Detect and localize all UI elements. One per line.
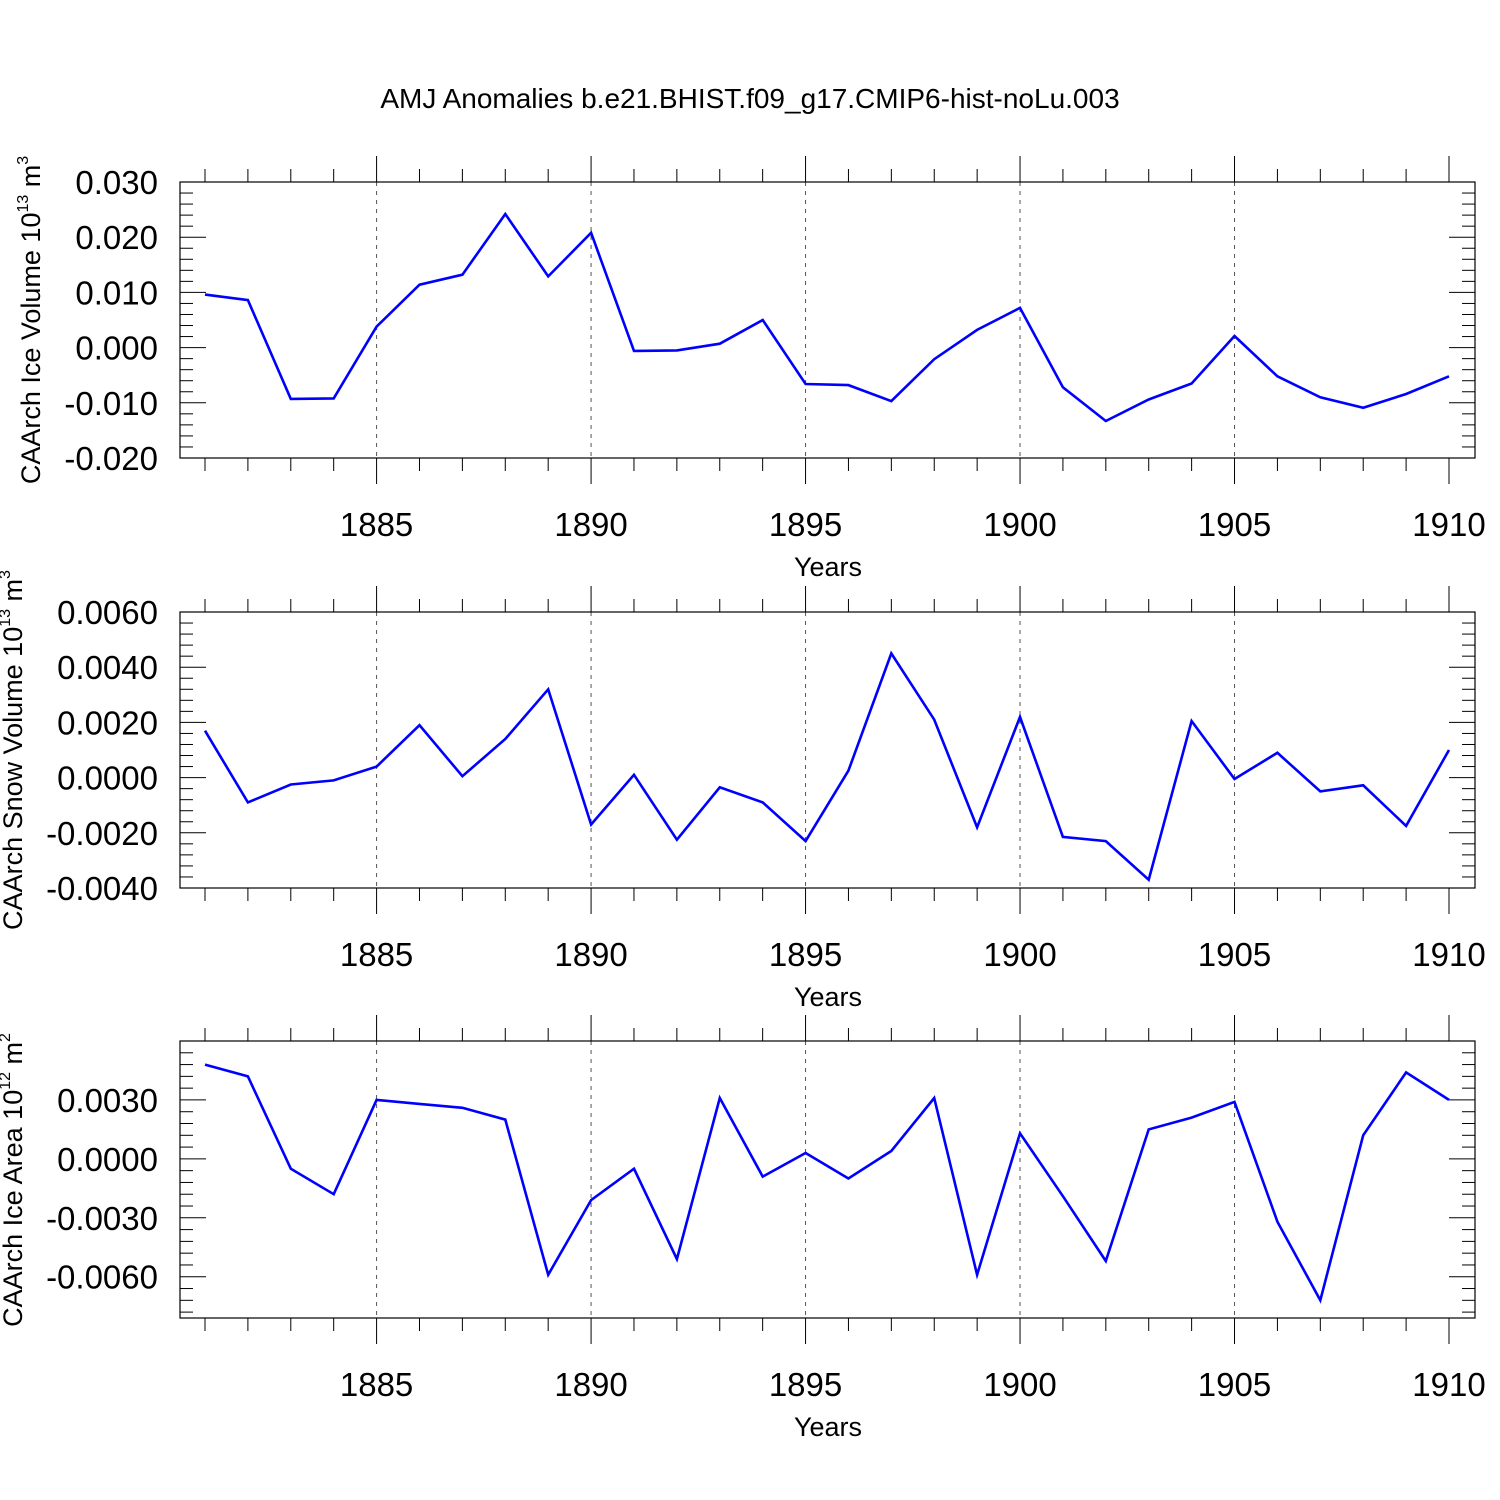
y-tick-label: 0.0040 xyxy=(57,649,158,686)
x-tick-label: 1905 xyxy=(1198,506,1271,543)
x-tick-label: 1900 xyxy=(983,936,1056,973)
x-tick-label: 1905 xyxy=(1198,1366,1271,1403)
y-tick-label: 0.0030 xyxy=(57,1082,158,1119)
y-tick-label: -0.020 xyxy=(64,440,158,477)
x-tick-label: 1900 xyxy=(983,506,1056,543)
panel-1: -0.020 -0.010 0.000 0.010 0.020 0.030 1885 1890… xyxy=(15,156,1486,582)
series-line xyxy=(204,211,1450,423)
series-line xyxy=(203,650,1451,883)
plot-frame xyxy=(179,181,1476,459)
chart-title: AMJ Anomalies b.e21.BHIST.f09_g17.CMIP6-… xyxy=(380,83,1119,114)
x-tick-label: 1895 xyxy=(769,936,842,973)
y-tick-label: -0.0020 xyxy=(46,815,158,852)
y-tick-label: 0.000 xyxy=(75,330,158,367)
x-tick-label: 1905 xyxy=(1198,936,1271,973)
y-tick-label: -0.0030 xyxy=(46,1200,158,1237)
y-tick-label: -0.0040 xyxy=(46,870,158,907)
x-tick-label: 1895 xyxy=(769,506,842,543)
x-axis-label: Years xyxy=(794,982,862,1012)
y-axis-label: CAArch Snow Volume 1013 m3 xyxy=(0,570,28,930)
x-tick-label: 1900 xyxy=(983,1366,1056,1403)
x-tick-label: 1885 xyxy=(340,936,413,973)
x-tick-label: 1885 xyxy=(340,506,413,543)
series-line xyxy=(204,1063,1450,1304)
x-tick-label: 1910 xyxy=(1412,1366,1485,1403)
x-tick-label: 1910 xyxy=(1412,506,1485,543)
y-tick-label: -0.010 xyxy=(64,385,158,422)
y-axis-label: CAArch Ice Volume 1013 m3 xyxy=(15,156,46,484)
y-tick-label: 0.0000 xyxy=(57,760,158,797)
x-tick-label: 1890 xyxy=(554,936,627,973)
y-tick-label: 0.0000 xyxy=(57,1141,158,1178)
y-tick-label: 0.030 xyxy=(75,164,158,201)
y-tick-label: 0.010 xyxy=(75,274,158,311)
y-axis-label: CAArch Ice Area 1012 m2 xyxy=(0,1033,28,1327)
x-axis-label: Years xyxy=(794,552,862,582)
y-tick-label: -0.0060 xyxy=(46,1259,158,1296)
x-tick-label: 1890 xyxy=(554,1366,627,1403)
x-tick-label: 1895 xyxy=(769,1366,842,1403)
panel-2: -0.0040 -0.0020 0.0000 0.0020 0.0040 0.0060 18… xyxy=(0,570,1486,1012)
x-axis-label: Years xyxy=(794,1412,862,1442)
y-tick-label: 0.0020 xyxy=(57,704,158,741)
panel-3: -0.0060 -0.0030 0.0000 0.0030 1885 1890 1895 19… xyxy=(0,1015,1486,1442)
y-tick-label: 0.0060 xyxy=(57,594,158,631)
x-tick-label: 1910 xyxy=(1412,936,1485,973)
y-tick-label: 0.020 xyxy=(75,219,158,256)
x-tick-label: 1885 xyxy=(340,1366,413,1403)
plot-frame xyxy=(179,1040,1476,1319)
x-tick-label: 1890 xyxy=(554,506,627,543)
plot-frame xyxy=(179,611,1476,889)
